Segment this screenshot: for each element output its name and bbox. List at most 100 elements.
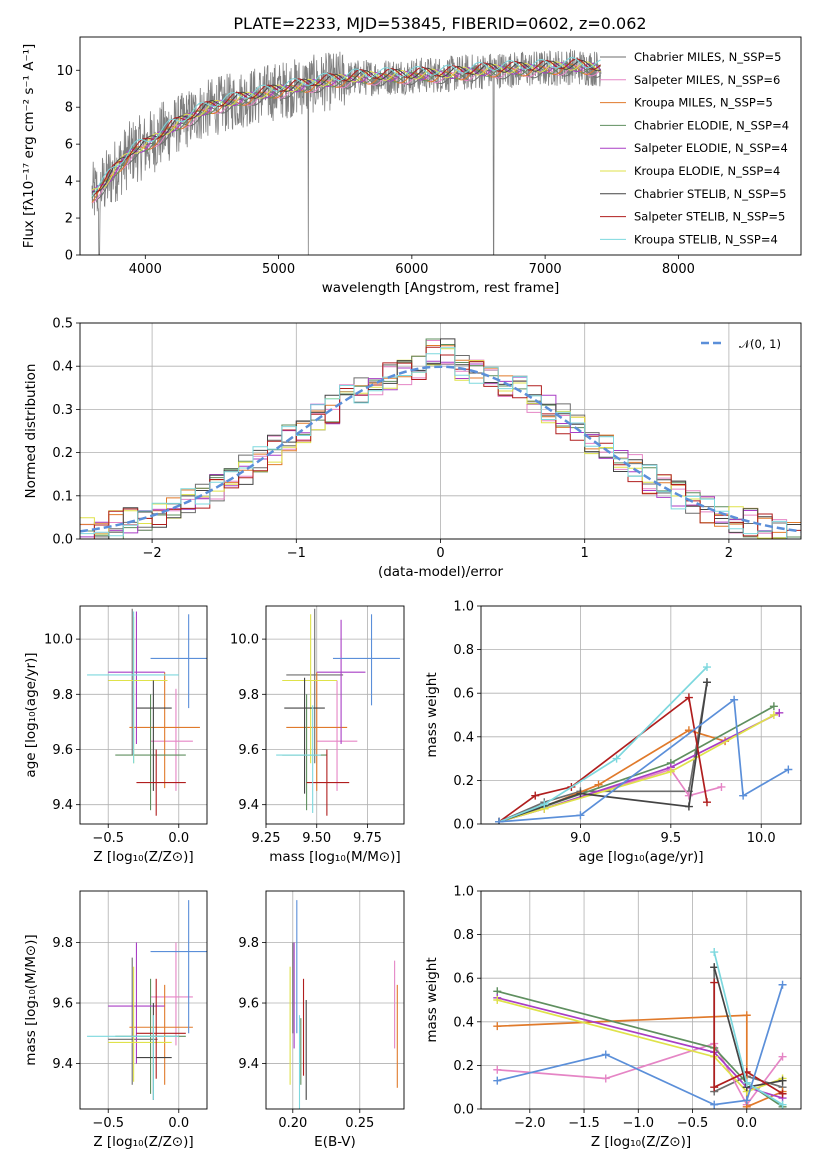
y-tick-label: 0.4 [453, 1015, 474, 1030]
y-tick-label: 0.0 [453, 1103, 474, 1118]
y-tick-label: 0.6 [453, 972, 474, 987]
legend-label: Kroupa ELODIE, N_SSP=4 [634, 164, 780, 178]
plot-area-age-vs-mass [276, 608, 400, 816]
y-tick-label: 1.0 [453, 885, 474, 900]
weight-point-marker [612, 754, 621, 763]
x-tick-label: −1 [287, 546, 306, 561]
legend-label: 𝒩(0, 1) [739, 337, 781, 351]
weight-point-marker [739, 791, 748, 800]
weight-point-marker [778, 980, 787, 989]
legend-label: Chabrier ELODIE, N_SSP=4 [634, 118, 789, 132]
y-tick-label: 10.0 [230, 633, 259, 648]
legend-label: Chabrier MILES, N_SSP=5 [634, 50, 781, 64]
weight-point-marker [666, 767, 675, 776]
y-axis-label: mass [log₁₀(M/M⊙)] [23, 934, 39, 1065]
weight-point-marker [493, 996, 502, 1004]
y-tick-label: 0.1 [52, 489, 73, 504]
weight-point-marker [702, 663, 711, 672]
y-tick-label: 9.4 [52, 798, 73, 813]
y-axis-label: Normed distribution [23, 364, 39, 499]
plot-area-weight-vs-Z [493, 948, 787, 1109]
weight-series-line [497, 990, 784, 1108]
panel-age-vs-Z: −0.5 0.0 9.4 9.6 9.8 10.0 Z [log₁₀(Z/Z⊙)] age [… [23, 605, 208, 865]
panel-residuals: −2 −1 0 1 2 0.0 0.1 0.2 0.3 0.4 0.5 (data-model)/er… [23, 317, 802, 580]
weight-point-marker [730, 695, 739, 704]
x-tick-label: 9.5 [660, 831, 681, 846]
x-axis-label: Z [log₁₀(Z/Z⊙)] [93, 1134, 193, 1150]
plot-area-mass-vs-ebv [289, 900, 398, 1109]
axes-frame [265, 605, 405, 825]
x-tick-label: 2 [725, 546, 733, 561]
y-tick-label: 2 [65, 212, 73, 227]
weight-point-marker [710, 1083, 719, 1092]
y-tick-label: 0.2 [453, 1059, 474, 1074]
weight-point-marker [493, 1076, 502, 1085]
y-tick-label: 0.4 [52, 360, 73, 375]
weight-series-line [498, 714, 775, 823]
x-tick-label: −0.5 [677, 1116, 709, 1131]
weight-series-line [713, 982, 784, 1095]
spectrum-model-line [91, 64, 601, 204]
x-tick-label: 0.25 [345, 1116, 374, 1131]
weight-point-marker [531, 791, 540, 800]
x-axis-label: E(B-V) [314, 1134, 356, 1150]
y-axis-label: mass weight [424, 957, 440, 1042]
weight-point-marker [684, 693, 693, 702]
spectrum-model-line [91, 61, 601, 191]
plot-area-mass-vs-Z [87, 900, 207, 1100]
panel-mass-vs-Z: −0.5 0.0 9.4 9.6 9.8 Z [log₁₀(Z/Z⊙)] mass [log… [23, 890, 208, 1150]
y-tick-label: 0.2 [453, 774, 474, 789]
spectrum-model-line [91, 58, 601, 196]
x-tick-label: 0.0 [168, 1116, 189, 1131]
figure-title: PLATE=2233, MJD=53845, FIBERID=0602, z=0… [233, 14, 646, 33]
panel-weight-vs-age: 9.0 9.5 10.0 0.0 0.2 0.4 0.6 0.8 1.0 age [log₁₀(a… [424, 600, 802, 865]
y-tick-label: 0.8 [453, 643, 474, 658]
y-tick-label: 9.6 [238, 743, 259, 758]
axes-frame [79, 605, 208, 825]
plot-area-spectrum [91, 49, 602, 255]
x-tick-label: −2 [143, 546, 162, 561]
weight-point-marker [601, 1050, 610, 1059]
x-tick-label: 7000 [529, 262, 562, 277]
y-tick-label: 9.6 [52, 743, 73, 758]
axes-frame [480, 605, 802, 825]
x-tick-label: 0.20 [278, 1116, 307, 1131]
plot-area-weight-vs-age [495, 663, 793, 824]
weight-point-marker [742, 1096, 751, 1105]
panel-spectrum: 4000 5000 6000 7000 8000 0 2 4 6 8 10 wavelength [A… [21, 36, 802, 296]
y-tick-label: 0.5 [52, 317, 73, 332]
y-tick-label: 9.4 [52, 1057, 73, 1072]
weight-point-marker [742, 1078, 751, 1087]
y-tick-label: 8 [65, 101, 73, 116]
x-tick-label: 0.0 [736, 1116, 757, 1131]
weight-point-marker [769, 702, 778, 711]
x-tick-label: 4000 [129, 262, 162, 277]
x-tick-label: 9.75 [353, 831, 382, 846]
y-tick-label: 0.2 [52, 446, 73, 461]
spectrum-model-line [91, 56, 601, 197]
x-tick-label: −0.5 [92, 831, 124, 846]
y-tick-label: 9.8 [238, 688, 259, 703]
x-tick-label: 0 [436, 546, 444, 561]
weight-point-marker [710, 1100, 719, 1109]
weight-point-marker [495, 817, 504, 824]
x-tick-label: 9.0 [570, 831, 591, 846]
y-tick-label: 9.6 [52, 997, 73, 1012]
y-tick-label: 0.6 [453, 687, 474, 702]
weight-point-marker [576, 811, 585, 820]
x-axis-label: Z [log₁₀(Z/Z⊙)] [93, 849, 193, 865]
y-tick-label: 0.0 [52, 533, 73, 548]
y-tick-label: 1.0 [453, 600, 474, 615]
weight-point-marker [778, 1100, 787, 1109]
legend-label: Kroupa STELIB, N_SSP=4 [634, 232, 778, 246]
x-axis-label: Z [log₁₀(Z/Z⊙)] [591, 1134, 691, 1150]
weight-point-marker [601, 1074, 610, 1083]
weight-point-marker [778, 1052, 787, 1061]
y-tick-label: 9.8 [52, 688, 73, 703]
x-tick-label: 9.25 [252, 831, 281, 846]
y-tick-label: 0.0 [453, 818, 474, 833]
weight-series-line [497, 999, 783, 1093]
gaussian-curve [80, 365, 801, 533]
